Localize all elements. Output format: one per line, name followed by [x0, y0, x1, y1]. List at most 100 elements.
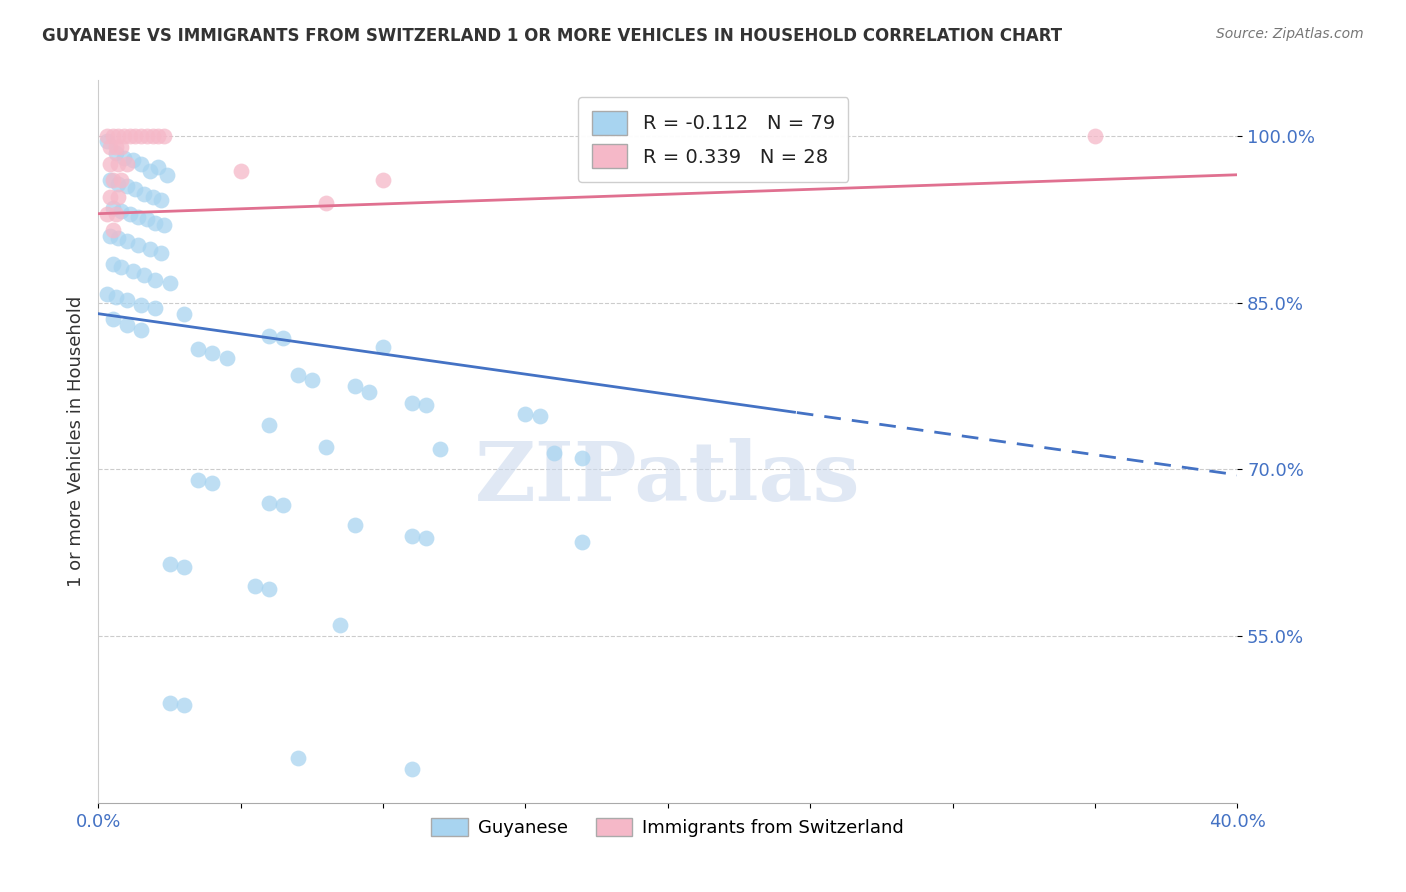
Point — [150, 245, 173, 260]
Point — [1084, 128, 1107, 143]
Point — [141, 190, 163, 204]
Point — [101, 128, 124, 143]
Point — [115, 235, 138, 249]
Point — [121, 153, 143, 168]
Point — [135, 212, 157, 227]
Point — [159, 696, 181, 710]
Point — [104, 145, 127, 160]
Point — [132, 268, 155, 282]
Point — [101, 173, 124, 187]
Point — [118, 207, 141, 221]
Point — [96, 207, 118, 221]
Point — [118, 128, 141, 143]
Point — [112, 151, 135, 165]
Point — [129, 298, 152, 312]
Point — [259, 496, 281, 510]
Point — [124, 182, 146, 196]
Point — [104, 207, 127, 221]
Point — [101, 257, 124, 271]
Point — [96, 286, 118, 301]
Point — [153, 218, 176, 232]
Point — [287, 751, 309, 765]
Point — [107, 156, 129, 170]
Point — [115, 156, 138, 170]
Point — [159, 276, 181, 290]
Point — [401, 763, 423, 777]
Point — [101, 201, 124, 215]
Point — [145, 273, 167, 287]
Text: GUYANESE VS IMMIGRANTS FROM SWITZERLAND 1 OR MORE VEHICLES IN HOUSEHOLD CORRELAT: GUYANESE VS IMMIGRANTS FROM SWITZERLAND … — [42, 27, 1063, 45]
Legend: Guyanese, Immigrants from Switzerland: Guyanese, Immigrants from Switzerland — [425, 811, 911, 845]
Point — [145, 216, 167, 230]
Point — [315, 195, 337, 210]
Point — [98, 140, 121, 154]
Point — [287, 368, 309, 382]
Point — [148, 128, 170, 143]
Point — [373, 340, 395, 354]
Point — [107, 231, 129, 245]
Point — [401, 529, 423, 543]
Point — [301, 373, 323, 387]
Point — [156, 168, 179, 182]
Point — [343, 379, 366, 393]
Point — [141, 128, 163, 143]
Point — [201, 345, 224, 359]
Point — [107, 190, 129, 204]
Point — [243, 579, 266, 593]
Point — [187, 474, 209, 488]
Point — [215, 351, 238, 366]
Point — [132, 186, 155, 201]
Point — [115, 178, 138, 193]
Point — [96, 128, 118, 143]
Point — [159, 557, 181, 571]
Point — [201, 475, 224, 490]
Point — [138, 164, 160, 178]
Point — [343, 517, 366, 532]
Point — [112, 128, 135, 143]
Point — [571, 451, 593, 466]
Point — [373, 173, 395, 187]
Point — [96, 135, 118, 149]
Y-axis label: 1 or more Vehicles in Household: 1 or more Vehicles in Household — [66, 296, 84, 587]
Point — [110, 260, 132, 274]
Point — [259, 329, 281, 343]
Point — [127, 237, 149, 252]
Point — [98, 173, 121, 187]
Point — [543, 445, 565, 459]
Text: ZIPatlas: ZIPatlas — [475, 438, 860, 517]
Point — [187, 343, 209, 357]
Point — [145, 301, 167, 315]
Point — [401, 395, 423, 409]
Point — [110, 173, 132, 187]
Point — [173, 307, 195, 321]
Point — [273, 331, 295, 345]
Point — [315, 440, 337, 454]
Point — [121, 264, 143, 278]
Point — [104, 140, 127, 154]
Point — [329, 618, 352, 632]
Text: Source: ZipAtlas.com: Source: ZipAtlas.com — [1216, 27, 1364, 41]
Point — [515, 407, 537, 421]
Point — [98, 190, 121, 204]
Point — [148, 160, 170, 174]
Point — [115, 318, 138, 332]
Point — [107, 177, 129, 191]
Point — [153, 128, 176, 143]
Point — [98, 228, 121, 243]
Point — [98, 156, 121, 170]
Point — [110, 140, 132, 154]
Point — [571, 534, 593, 549]
Point — [124, 128, 146, 143]
Point — [173, 698, 195, 712]
Point — [415, 531, 437, 545]
Point — [127, 210, 149, 224]
Point — [415, 398, 437, 412]
Point — [101, 223, 124, 237]
Point — [273, 498, 295, 512]
Point — [529, 409, 551, 423]
Point — [110, 204, 132, 219]
Point — [229, 164, 252, 178]
Point — [104, 290, 127, 304]
Point — [129, 128, 152, 143]
Point — [115, 293, 138, 308]
